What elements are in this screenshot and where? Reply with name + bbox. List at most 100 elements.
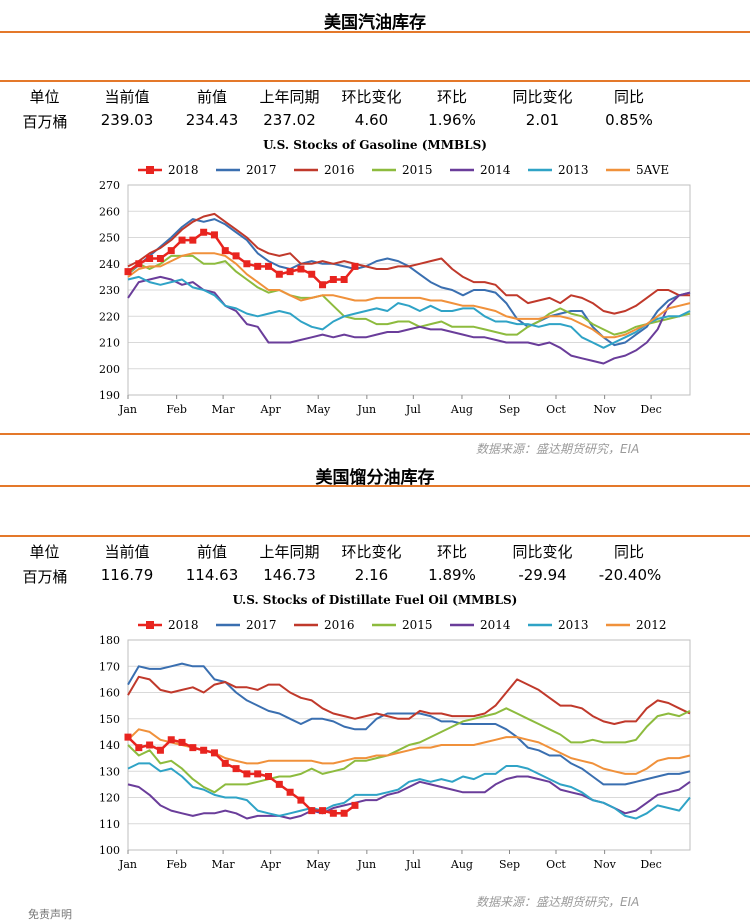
y-tick-label: 120: [99, 792, 120, 805]
series-line: [127, 707, 691, 794]
y-tick-label: 130: [99, 765, 120, 778]
series-2018: [124, 228, 359, 289]
stats-header-cell: 当前值: [104, 88, 150, 106]
stats-value-cell: 146.73: [263, 566, 316, 584]
plot-frame: [127, 639, 691, 851]
data-point: [297, 265, 305, 273]
data-point: [329, 809, 337, 817]
legend-item: 2017: [216, 163, 277, 177]
divider: [0, 80, 750, 82]
y-tick-label: 230: [99, 284, 120, 297]
data-point: [308, 807, 316, 815]
stats-value-cell: 239.03: [100, 111, 154, 129]
stats-header-cell: 上年同期: [259, 543, 320, 561]
x-tick-label: Aug: [450, 403, 473, 416]
grid: [128, 639, 690, 851]
series-line: [127, 736, 356, 815]
data-point: [156, 746, 164, 754]
data-point: [340, 276, 348, 283]
stats-header-cell: 同比: [613, 88, 644, 106]
chart-title: U.S. Stocks of Gasoline (MMBLS): [263, 138, 487, 152]
series-2013: [127, 762, 691, 820]
data-point: [351, 262, 359, 270]
series-2016: [127, 675, 691, 725]
data-point: [308, 270, 316, 278]
x-tick-label: Oct: [546, 858, 566, 871]
x-tick-label: Jul: [405, 403, 421, 416]
legend: 2018 2017 2016 2015 2014 2013 5AVE: [138, 163, 669, 177]
data-point: [275, 270, 283, 278]
legend-label: 2016: [324, 163, 355, 177]
y-tick-label: 180: [99, 634, 120, 647]
data-point: [135, 744, 143, 752]
x-tick-label: May: [306, 403, 331, 416]
legend-label: 5AVE: [636, 163, 669, 177]
stats-value-cell: 234.43: [185, 111, 239, 129]
stats-header-cell: 环比变化: [341, 543, 402, 561]
legend-marker: [146, 166, 154, 174]
data-point: [243, 260, 251, 268]
series-line: [127, 762, 691, 820]
stats-header-cell: 同比: [613, 543, 644, 561]
data-point: [351, 801, 359, 809]
data-point: [200, 228, 208, 236]
divider: [0, 433, 750, 435]
stats-value-cell: 1.89%: [428, 566, 476, 584]
series-2017: [127, 662, 691, 786]
x-tick-label: Sep: [499, 403, 520, 416]
chart-title: U.S. Stocks of Distillate Fuel Oil (MMBL…: [233, 593, 518, 607]
y-tick-label: 220: [99, 310, 120, 323]
stats-value-cell: 116.79: [100, 566, 154, 584]
x-tick-label: Feb: [166, 403, 187, 416]
stats-header-cell: 同比变化: [512, 543, 573, 561]
legend-item: 2017: [216, 618, 277, 632]
data-point: [254, 770, 262, 778]
legend-label: 2012: [636, 618, 667, 632]
x-tick-label: Jun: [357, 858, 377, 871]
data-point: [221, 759, 229, 767]
legend-item: 2013: [528, 163, 589, 177]
y-tick-label: 210: [99, 337, 120, 350]
stats-value-cell: 1.96%: [428, 111, 476, 129]
data-point: [243, 770, 251, 778]
x-tick-label: Dec: [640, 858, 662, 871]
series-2016: [127, 212, 690, 315]
y-tick-label: 110: [99, 818, 120, 831]
legend-label: 2015: [402, 618, 433, 632]
grid: [128, 184, 690, 396]
legend-label: 2017: [246, 618, 277, 632]
stats-value-cell: 4.60: [354, 111, 389, 129]
divider: [0, 485, 750, 487]
legend-label: 2015: [402, 163, 433, 177]
data-point: [232, 252, 240, 260]
data-point: [146, 741, 154, 749]
x-tick-label: Apr: [260, 403, 282, 416]
section-title-gasoline: 美国汽油库存: [324, 13, 426, 33]
legend-item: 2018: [138, 163, 199, 177]
x-tick-label: Oct: [546, 403, 566, 416]
data-point: [297, 796, 305, 804]
legend-item: 2015: [372, 618, 433, 632]
x-tick-label: Nov: [593, 858, 616, 871]
x-tick-label: Mar: [212, 403, 236, 416]
legend-label: 2013: [558, 163, 589, 177]
y-tick-label: 140: [99, 739, 120, 752]
stats-header-cell: 同比变化: [512, 88, 573, 106]
stats-value-cell: 114.63: [185, 566, 239, 584]
data-point: [232, 765, 240, 773]
y-tick-label: 190: [99, 389, 120, 402]
stats-header-cell: 单位: [29, 88, 60, 106]
y-tick-label: 200: [99, 363, 120, 376]
data-point: [124, 268, 132, 276]
data-point: [167, 736, 175, 744]
data-point: [135, 260, 143, 268]
x-tick-label: Jul: [405, 858, 421, 871]
data-point: [146, 255, 154, 262]
stats-value-cell: 百万桶: [22, 568, 68, 586]
stats-header-cell: 当前值: [104, 543, 150, 561]
y-tick-label: 250: [99, 232, 120, 245]
y-tick-label: 170: [99, 660, 120, 673]
data-point: [286, 268, 294, 276]
plot-frame: [127, 184, 691, 396]
data-point: [200, 746, 208, 754]
